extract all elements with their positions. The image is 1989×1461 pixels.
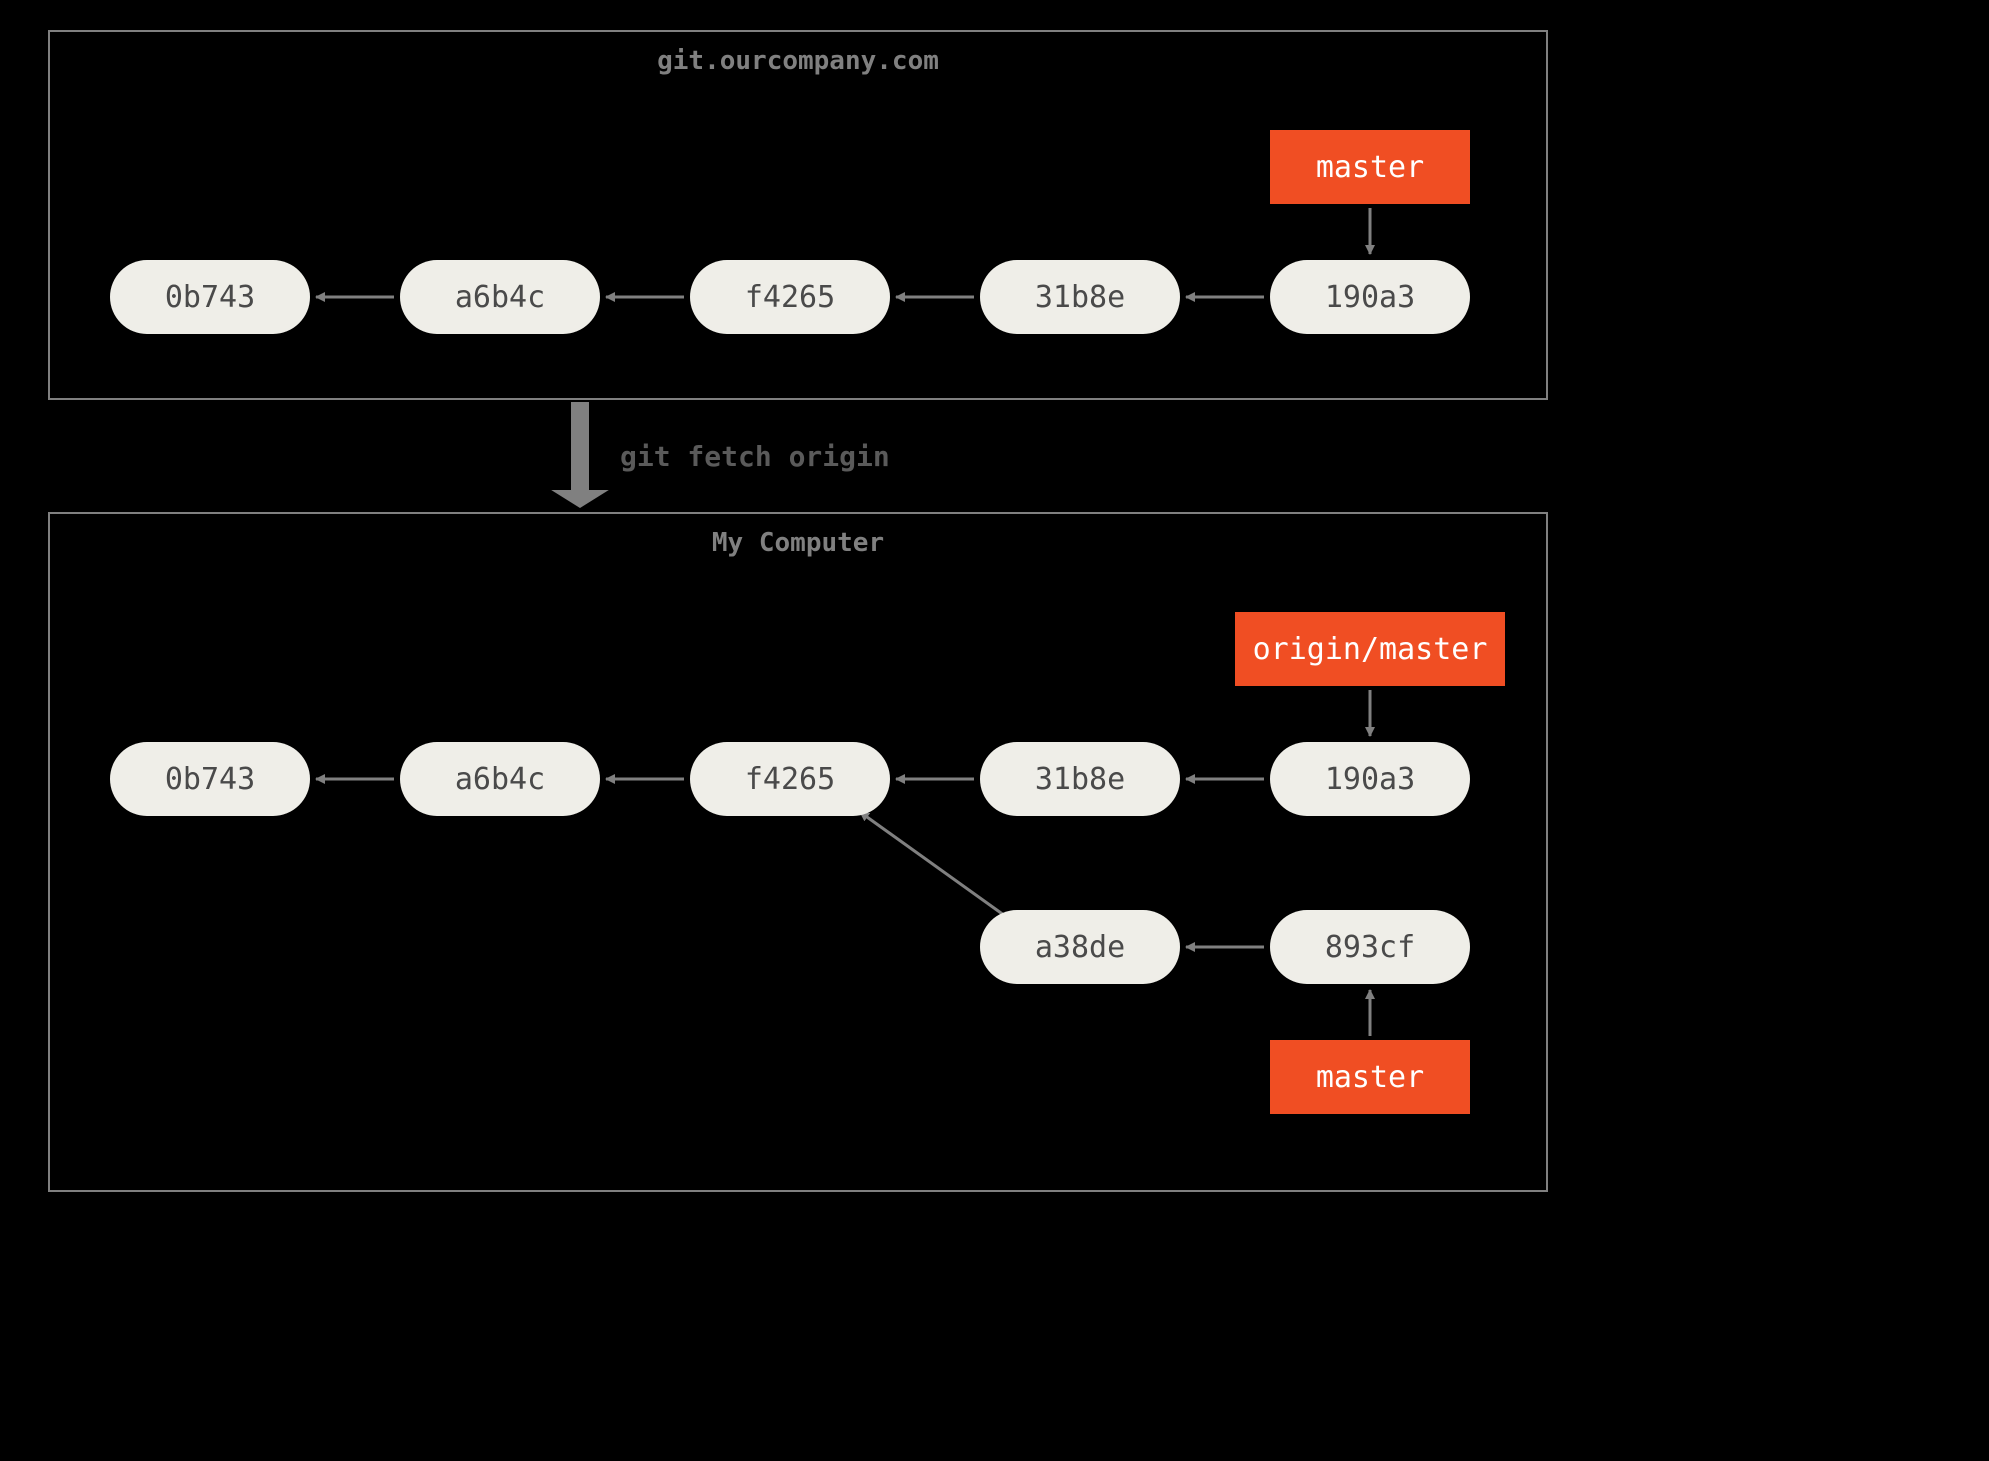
panel-remote: git.ourcompany.com	[48, 30, 1548, 400]
branch-master: master	[1270, 1040, 1470, 1114]
commit-a38de: a38de	[980, 910, 1180, 984]
commit-a6b4c: a6b4c	[400, 742, 600, 816]
commit-f4265: f4265	[690, 260, 890, 334]
commit-893cf: 893cf	[1270, 910, 1470, 984]
git-fetch-command: git fetch origin	[620, 440, 890, 473]
commit-a6b4c: a6b4c	[400, 260, 600, 334]
commit-31b8e: 31b8e	[980, 260, 1180, 334]
branch-master: master	[1270, 130, 1470, 204]
commit-0b743: 0b743	[110, 260, 310, 334]
branch-origin-master: origin/master	[1235, 612, 1505, 686]
commit-190a3: 190a3	[1270, 260, 1470, 334]
commit-31b8e: 31b8e	[980, 742, 1180, 816]
commit-0b743: 0b743	[110, 742, 310, 816]
commit-f4265: f4265	[690, 742, 890, 816]
diagram-canvas: git.ourcompany.com My Computer git fetch…	[0, 0, 1989, 1461]
commit-190a3: 190a3	[1270, 742, 1470, 816]
panel-remote-title: git.ourcompany.com	[657, 46, 939, 76]
panel-local-title: My Computer	[712, 528, 884, 558]
